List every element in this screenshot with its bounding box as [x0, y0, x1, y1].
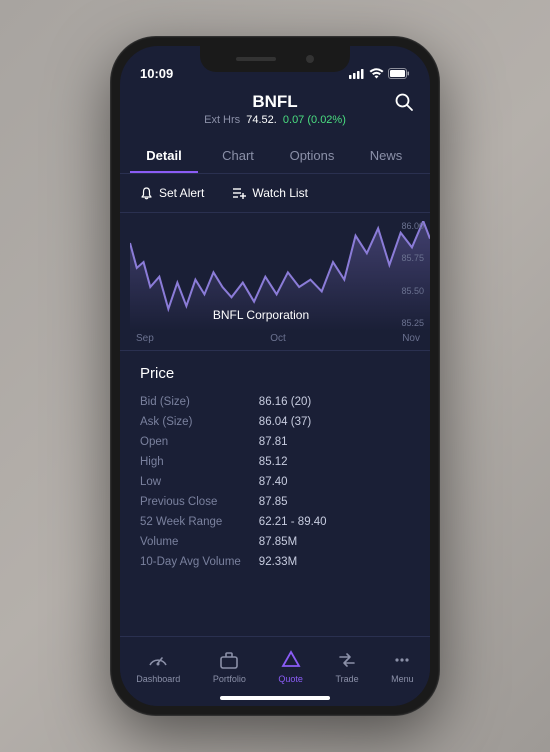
set-alert-button[interactable]: Set Alert: [140, 186, 204, 200]
chart-company-name: BNFL Corporation: [120, 308, 402, 322]
price-row-label: High: [140, 456, 259, 468]
extended-hours-row: Ext Hrs 74.52. 0.07 (0.02%): [136, 114, 414, 126]
notch: [200, 46, 350, 72]
chart-x-axis: Sep Oct Nov: [130, 333, 430, 344]
nav-label: Portfolio: [213, 674, 246, 684]
list-add-icon: [232, 187, 246, 199]
tab-detail[interactable]: Detail: [130, 140, 198, 173]
ext-hours-price: 74.52.: [246, 114, 277, 126]
nav-label: Dashboard: [136, 674, 180, 684]
nav-label: Menu: [391, 674, 414, 684]
price-row-value: 86.16 (20): [259, 396, 311, 408]
screen: 10:09 BNFL Ext Hrs 74.52. 0.07 (0.02%) D…: [120, 46, 430, 706]
price-row: Bid (Size)86.16 (20): [140, 392, 410, 412]
status-indicators: [349, 68, 410, 79]
chart-xtick: Sep: [136, 333, 154, 344]
content-scroll[interactable]: Price Bid (Size)86.16 (20)Ask (Size)86.0…: [120, 351, 430, 636]
price-row: Previous Close87.85: [140, 492, 410, 512]
chart-container[interactable]: 86.00 85.75 85.50 85.25 BNFL Corporation Se…: [120, 213, 430, 351]
tabs-row: DetailChartOptionsNews: [120, 130, 430, 174]
watchlist-button[interactable]: Watch List: [232, 186, 308, 200]
nav-label: Quote: [278, 674, 303, 684]
signal-icon: [349, 68, 365, 79]
price-row-value: 86.04 (37): [259, 416, 311, 428]
trade-icon: [336, 649, 358, 671]
chart-ytick: 85.50: [401, 286, 424, 296]
price-row-value: 85.12: [259, 456, 288, 468]
price-row: 52 Week Range62.21 - 89.40: [140, 512, 410, 532]
nav-quote[interactable]: Quote: [278, 649, 303, 684]
chart-ytick: 85.25: [401, 318, 424, 328]
tab-news[interactable]: News: [352, 140, 420, 173]
status-time: 10:09: [140, 66, 173, 81]
price-row: Low87.40: [140, 472, 410, 492]
chart-y-axis: 86.00 85.75 85.50 85.25: [401, 221, 424, 328]
price-row: 10-Day Avg Volume92.33M: [140, 552, 410, 572]
price-row-value: 92.33M: [259, 556, 297, 568]
portfolio-icon: [218, 649, 240, 671]
price-row: Ask (Size)86.04 (37): [140, 412, 410, 432]
price-row-label: Volume: [140, 536, 259, 548]
nav-dashboard[interactable]: Dashboard: [136, 649, 180, 684]
price-section: Price Bid (Size)86.16 (20)Ask (Size)86.0…: [120, 351, 430, 580]
price-row-label: Low: [140, 476, 259, 488]
nav-trade[interactable]: Trade: [335, 649, 358, 684]
tab-options[interactable]: Options: [278, 140, 346, 173]
quote-icon: [280, 649, 302, 671]
price-row-value: 87.85: [259, 496, 288, 508]
nav-portfolio[interactable]: Portfolio: [213, 649, 246, 684]
chart-ytick: 85.75: [401, 253, 424, 263]
bell-icon: [140, 187, 153, 200]
price-row: Volume87.85M: [140, 532, 410, 552]
phone-frame: 10:09 BNFL Ext Hrs 74.52. 0.07 (0.02%) D…: [110, 36, 440, 716]
price-row-label: 52 Week Range: [140, 516, 259, 528]
price-row-value: 87.85M: [259, 536, 297, 548]
ext-hours-label: Ext Hrs: [204, 114, 240, 126]
nav-menu[interactable]: Menu: [391, 649, 414, 684]
price-row-value: 87.40: [259, 476, 288, 488]
price-row: Open87.81: [140, 432, 410, 452]
set-alert-label: Set Alert: [159, 186, 204, 200]
chart-ytick: 86.00: [401, 221, 424, 231]
price-row-label: Previous Close: [140, 496, 259, 508]
price-row: High85.12: [140, 452, 410, 472]
price-row-label: Open: [140, 436, 259, 448]
price-row-value: 87.81: [259, 436, 288, 448]
nav-label: Trade: [335, 674, 358, 684]
search-button[interactable]: [394, 92, 414, 112]
action-row: Set Alert Watch List: [120, 174, 430, 213]
tab-chart[interactable]: Chart: [204, 140, 272, 173]
wifi-icon: [369, 68, 384, 79]
battery-icon: [388, 68, 410, 79]
home-indicator[interactable]: [220, 696, 330, 700]
chart-xtick: Nov: [402, 333, 420, 344]
ticker-symbol: BNFL: [252, 92, 297, 111]
quote-header: BNFL Ext Hrs 74.52. 0.07 (0.02%): [120, 86, 430, 130]
price-row-label: Ask (Size): [140, 416, 259, 428]
search-icon: [394, 92, 414, 112]
price-row-label: 10-Day Avg Volume: [140, 556, 259, 568]
dashboard-icon: [147, 649, 169, 671]
ext-hours-change: 0.07 (0.02%): [283, 114, 346, 126]
price-row-label: Bid (Size): [140, 396, 259, 408]
price-row-value: 62.21 - 89.40: [259, 516, 327, 528]
watchlist-label: Watch List: [252, 186, 308, 200]
menu-icon: [391, 649, 413, 671]
price-section-title: Price: [140, 365, 410, 382]
chart-xtick: Oct: [270, 333, 286, 344]
